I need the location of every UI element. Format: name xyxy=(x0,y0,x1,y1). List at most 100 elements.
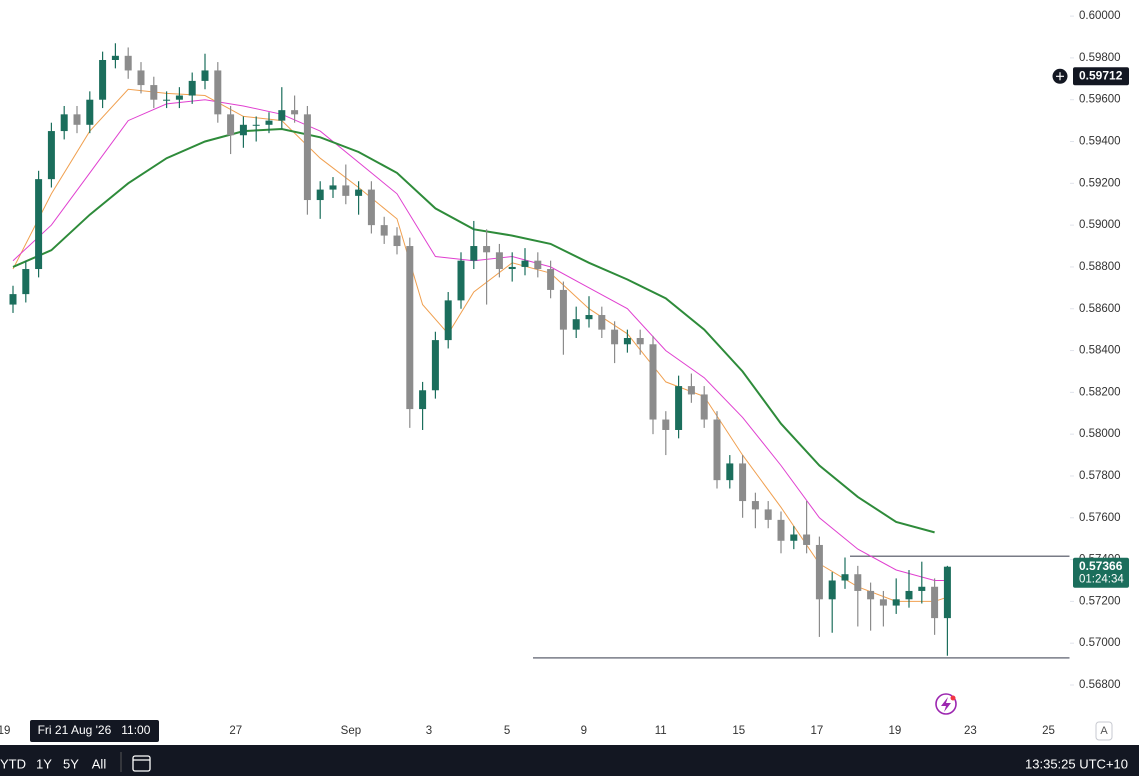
candle-body xyxy=(303,114,311,201)
x-tick-label: 23 xyxy=(964,725,977,737)
candle-body xyxy=(867,590,875,600)
y-tick-label: 0.60000 xyxy=(1079,10,1121,22)
candle-body xyxy=(35,179,43,270)
x-tick-label: Sep xyxy=(341,725,361,737)
candle-body xyxy=(265,120,273,125)
x-tick-label: 17 xyxy=(810,725,823,737)
candle-body xyxy=(124,55,132,71)
x-tick-label: 11 xyxy=(655,725,667,737)
candle-body xyxy=(252,124,260,126)
candle-body xyxy=(892,599,900,606)
candle-body xyxy=(60,114,68,132)
candle-body xyxy=(559,289,567,330)
candle-body xyxy=(841,574,849,581)
candle-body xyxy=(534,260,542,270)
candle-body xyxy=(175,95,183,100)
x-tick-label: 15 xyxy=(732,725,745,737)
candle-body xyxy=(495,252,503,270)
plus-icon xyxy=(1056,72,1064,81)
x-tick-label: 9 xyxy=(581,725,587,737)
candle-body xyxy=(431,340,439,391)
toolbar xyxy=(0,745,1139,776)
candle-body xyxy=(393,235,401,247)
candle-body xyxy=(854,574,862,591)
range-button[interactable]: All xyxy=(92,756,107,771)
y-tick-label: 0.58600 xyxy=(1079,303,1121,315)
y-tick-label: 0.57000 xyxy=(1079,637,1121,649)
candle-body xyxy=(457,260,465,301)
candle-body xyxy=(227,114,235,136)
crosshair-date-box xyxy=(30,720,159,742)
candle-body xyxy=(508,266,516,270)
candle-body xyxy=(342,185,350,196)
crosshair-date: Fri 21 Aug '26 11:00 xyxy=(38,723,151,737)
x-tick-label: 25 xyxy=(1042,725,1055,737)
x-tick-label: 27 xyxy=(229,725,242,737)
alert-icon[interactable] xyxy=(935,693,957,715)
price-tag-label: 0.59712 xyxy=(1079,68,1123,82)
candle-body xyxy=(521,260,529,267)
y-tick-label: 0.59400 xyxy=(1079,136,1121,148)
range-button[interactable]: 5Y xyxy=(63,756,79,771)
price-tag xyxy=(1073,67,1129,86)
candle-body xyxy=(611,329,619,345)
candle-body xyxy=(9,294,17,305)
candle-body xyxy=(201,70,209,81)
x-tick-label: 5 xyxy=(504,725,510,737)
candle-body xyxy=(444,300,452,341)
clock: 13:35:25 UTC+10 xyxy=(1025,756,1128,771)
candle-body xyxy=(751,501,759,510)
candle-body xyxy=(137,70,145,86)
range-button[interactable]: 1Y xyxy=(36,756,52,771)
y-tick-label: 0.58400 xyxy=(1079,345,1121,357)
candle-body xyxy=(726,463,734,481)
price-tag-label: 0.57366 xyxy=(1079,559,1123,573)
candle-body xyxy=(380,225,388,236)
candle-body xyxy=(419,390,427,410)
x-tick-label: 19 xyxy=(0,725,10,737)
candle-body xyxy=(649,344,657,420)
candle-body xyxy=(815,544,823,600)
candle-body xyxy=(291,110,299,115)
candle-body xyxy=(675,386,683,430)
candle-body xyxy=(943,566,951,619)
candle-body xyxy=(623,338,631,345)
candle-body xyxy=(73,114,81,125)
candle-body xyxy=(879,599,887,606)
candle-body xyxy=(329,185,337,190)
range-button[interactable]: YTD xyxy=(0,756,26,771)
candle-body xyxy=(214,70,222,115)
candle-body xyxy=(163,99,171,101)
candle-body xyxy=(739,463,747,502)
y-tick-label: 0.59000 xyxy=(1079,219,1121,231)
y-tick-label: 0.57800 xyxy=(1079,470,1121,482)
candle-body xyxy=(687,386,695,395)
candle-body xyxy=(22,269,30,295)
y-tick-label: 0.57200 xyxy=(1079,595,1121,607)
candle-body xyxy=(777,519,785,541)
candle-body xyxy=(764,509,772,520)
candle-body xyxy=(598,315,606,330)
candle-body xyxy=(86,99,94,125)
y-tick-label: 0.58200 xyxy=(1079,386,1121,398)
candle-body xyxy=(99,59,107,100)
y-tick-label: 0.59600 xyxy=(1079,94,1121,106)
candle-body xyxy=(406,246,414,410)
y-tick-label: 0.56800 xyxy=(1079,679,1121,691)
candle-body xyxy=(931,586,939,619)
countdown-label: 01:24:34 xyxy=(1079,574,1124,586)
date-range-icon[interactable] xyxy=(120,752,151,772)
candle-body xyxy=(150,85,158,100)
candle-body xyxy=(470,246,478,261)
y-tick-label: 0.58000 xyxy=(1079,428,1121,440)
candle-body xyxy=(662,419,670,430)
candle-body xyxy=(790,534,798,541)
auto-scale-button[interactable] xyxy=(1095,721,1113,741)
candle-body xyxy=(572,319,580,330)
price-tag xyxy=(1073,557,1129,588)
candle-body xyxy=(918,586,926,591)
plot-area xyxy=(9,43,1070,659)
